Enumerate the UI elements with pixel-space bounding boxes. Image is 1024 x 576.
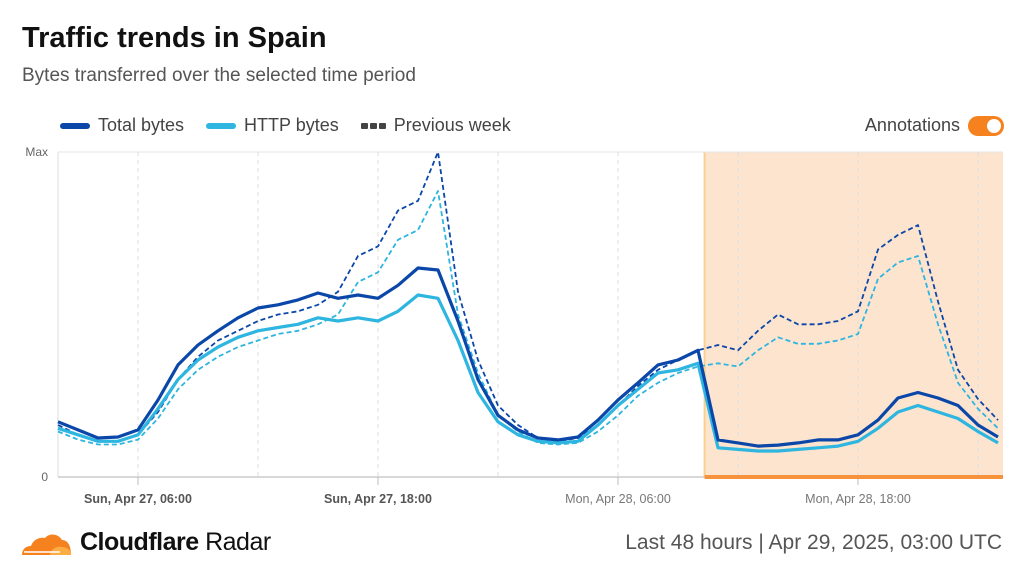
legend-swatch-dashed: [360, 122, 386, 129]
time-range: Last 48 hours: [625, 531, 753, 554]
legend-swatch-http: [206, 122, 237, 129]
annotations-toggle[interactable]: [968, 115, 1004, 136]
brand-name: Cloudflare: [80, 528, 199, 556]
legend-total-bytes[interactable]: Total bytes: [60, 115, 184, 136]
cloudflare-radar-logo: Cloudflare Radar: [20, 528, 271, 557]
page-title: Traffic trends in Spain: [22, 22, 327, 54]
cloudflare-cloud-icon: [22, 533, 71, 555]
y-tick-label: 0: [41, 470, 48, 484]
x-tick-label: Sun, Apr 27, 18:00: [324, 492, 432, 506]
page-subtitle: Bytes transferred over the selected time…: [22, 65, 416, 86]
y-tick-label: Max: [25, 145, 48, 159]
annotation-bar: [704, 475, 1003, 479]
series-line-http-bytes: [57, 293, 999, 453]
legend-http-bytes[interactable]: HTTP bytes: [206, 115, 339, 136]
separator: |: [758, 531, 764, 554]
timestamp: Apr 29, 2025, 03:00 UTC: [768, 531, 1002, 554]
time-range-info: Last 48 hours | Apr 29, 2025, 03:00 UTC: [625, 531, 1002, 555]
legend-swatch-total: [60, 122, 90, 129]
chart-legend: Total bytes HTTP bytes Previous week: [60, 115, 511, 136]
annotations-control: Annotations: [865, 115, 1004, 136]
series-line-total-bytes: [57, 266, 999, 448]
x-tick-label: Mon, Apr 28, 18:00: [805, 492, 911, 506]
legend-previous-week[interactable]: Previous week: [360, 115, 511, 136]
annotations-label: Annotations: [864, 115, 960, 135]
x-tick-label: Sun, Apr 27, 06:00: [84, 492, 192, 506]
legend-label: HTTP bytes: [244, 115, 339, 135]
series-line-previous-week-total: [57, 151, 999, 443]
legend-label: Total bytes: [98, 115, 185, 135]
brand-product: Radar: [205, 528, 271, 556]
annotation-region: [704, 152, 1003, 477]
legend-label: Previous week: [393, 115, 511, 135]
x-tick-label: Mon, Apr 28, 06:00: [565, 492, 671, 506]
